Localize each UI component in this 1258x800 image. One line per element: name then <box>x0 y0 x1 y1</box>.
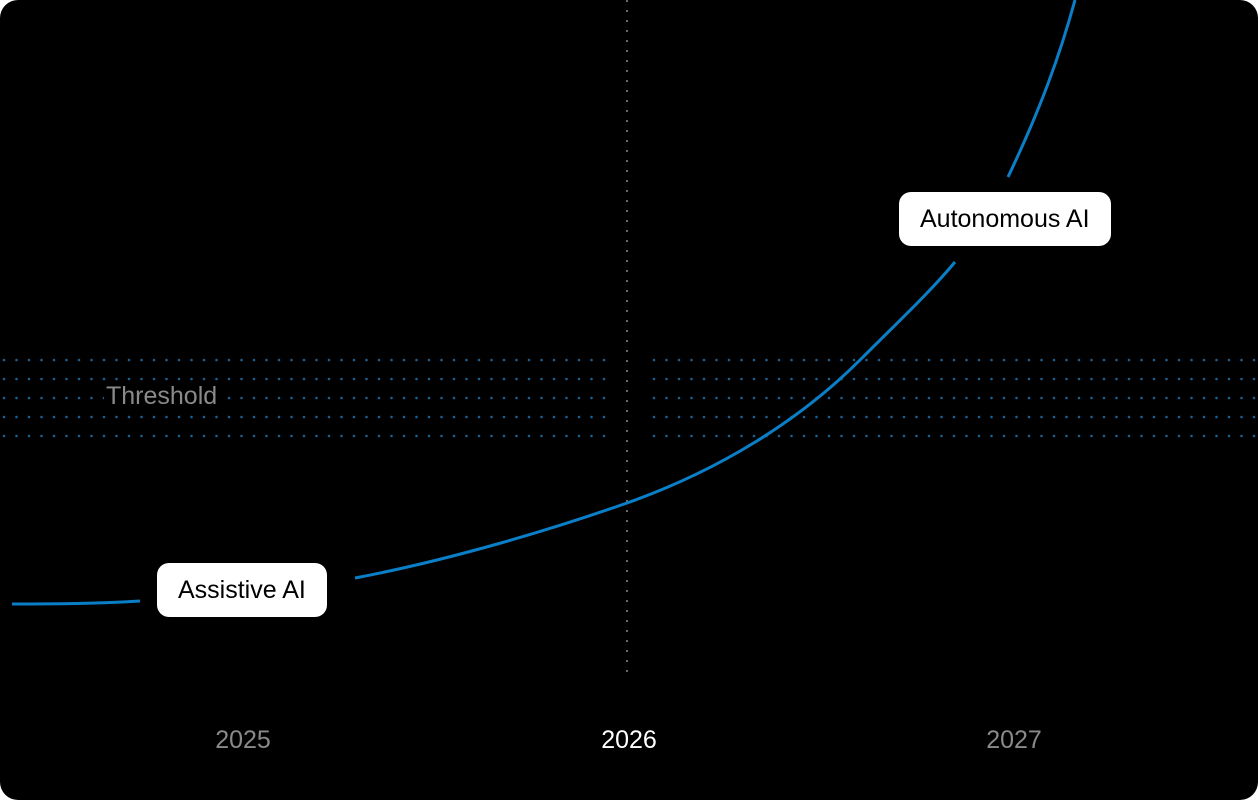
x-tick-2026: 2026 <box>601 726 657 754</box>
autonomous-ai-label: Autonomous AI <box>899 192 1111 246</box>
threshold-band <box>2 358 1256 438</box>
x-tick-2027: 2027 <box>986 726 1042 754</box>
assistive-ai-label: Assistive AI <box>157 563 327 617</box>
growth-curve <box>11 0 1077 606</box>
x-tick-2025: 2025 <box>215 726 271 754</box>
threshold-label: Threshold <box>104 382 220 411</box>
